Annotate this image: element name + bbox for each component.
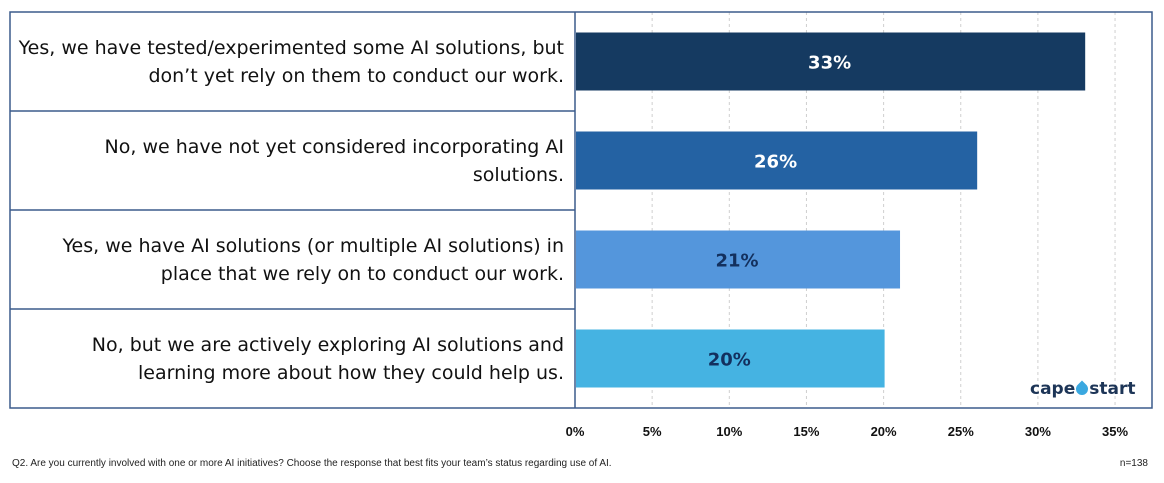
logo-drop-icon <box>1073 380 1091 398</box>
x-tick-label: 0% <box>566 424 585 439</box>
bar <box>576 329 885 388</box>
category-label: Yes, we have tested/experimented some AI… <box>18 36 564 87</box>
bar <box>576 131 978 190</box>
sample-size-note: n=138 <box>1119 458 1148 469</box>
logo-text-start: start <box>1089 379 1136 399</box>
logo-text-cape: cape <box>1030 379 1076 399</box>
category-label: No, we have not yet considered incorpora… <box>104 135 564 186</box>
data-label: 26% <box>754 152 797 173</box>
x-tick-label: 15% <box>793 424 819 439</box>
capestart-logo: cape start <box>1030 379 1135 399</box>
category-label: No, but we are actively exploring AI sol… <box>91 333 564 384</box>
bar <box>576 230 901 289</box>
question-footnote: Q2. Are you currently involved with one … <box>12 458 612 469</box>
data-label: 21% <box>715 251 758 272</box>
x-tick-label: 5% <box>643 424 662 439</box>
x-tick-label: 35% <box>1102 424 1128 439</box>
x-tick-label: 30% <box>1025 424 1051 439</box>
x-tick-label: 20% <box>871 424 897 439</box>
category-label: Yes, we have AI solutions (or multiple A… <box>62 234 564 285</box>
data-label: 20% <box>708 350 751 371</box>
x-tick-label: 25% <box>948 424 974 439</box>
bar <box>576 32 1086 91</box>
data-label: 33% <box>808 53 851 74</box>
x-tick-label: 10% <box>716 424 742 439</box>
